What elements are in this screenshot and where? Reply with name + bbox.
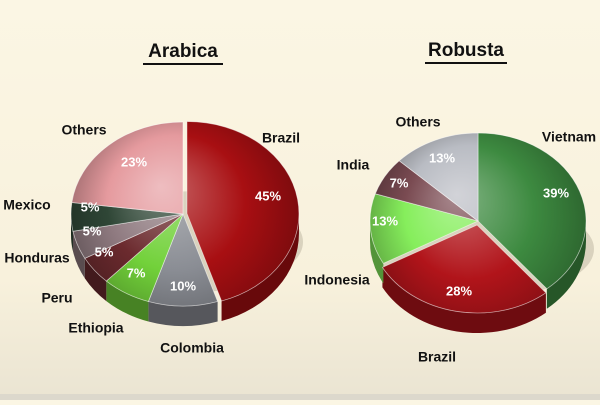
arabica-slice-side-honduras xyxy=(72,231,85,279)
arabica-slice-side-colombia xyxy=(148,301,218,326)
robusta-slice-brazil xyxy=(381,224,547,314)
robusta-category-label-others: Others xyxy=(395,114,440,130)
robusta-slice-others xyxy=(398,132,479,222)
robusta-pct-label-brazil: 28% xyxy=(446,283,472,298)
arabica-slice-brazil xyxy=(186,121,300,302)
arabica-slice-others xyxy=(71,121,184,215)
robusta-pct-label-vietnam: 39% xyxy=(543,185,569,200)
arabica-category-label-colombia: Colombia xyxy=(160,340,224,356)
arabica-category-label-others: Others xyxy=(61,122,106,138)
arabica-pct-label-ethiopia: 7% xyxy=(127,265,146,280)
robusta-pct-label-others: 13% xyxy=(429,150,455,165)
arabica-pct-label-others: 23% xyxy=(121,154,147,169)
arabica-category-label-honduras: Honduras xyxy=(4,250,70,266)
arabica-pct-label-honduras: 5% xyxy=(83,223,102,238)
bottom-divider xyxy=(0,394,600,400)
arabica-pct-label-peru: 5% xyxy=(95,244,114,259)
arabica-pie: 45% 10% 7% 5% 5% 5% 23% Brazil Colombia Ethiopia P… xyxy=(3,121,303,356)
robusta-slice-side-brazil xyxy=(382,267,546,334)
arabica-pct-label-mexico: 5% xyxy=(81,199,100,214)
arabica-category-label-brazil: Brazil xyxy=(262,130,300,146)
robusta-category-label-vietnam: Vietnam xyxy=(542,129,596,145)
arabica-category-label-peru: Peru xyxy=(41,290,72,306)
arabica-category-label-mexico: Mexico xyxy=(3,197,50,213)
robusta-category-label-india: India xyxy=(337,157,370,173)
arabica-pct-label-colombia: 10% xyxy=(170,278,196,293)
arabica-slice-side-ethiopia xyxy=(106,281,149,322)
robusta-category-label-indonesia: Indonesia xyxy=(304,272,370,288)
robusta-pct-label-indonesia: 13% xyxy=(372,213,398,228)
robusta-chart-title: Robusta xyxy=(428,40,504,61)
arabica-slice-side-peru xyxy=(84,258,107,302)
arabica-pct-label-brazil: 45% xyxy=(255,188,281,203)
arabica-chart-title: Arabica xyxy=(148,41,218,62)
robusta-slice-indonesia xyxy=(369,193,480,264)
robusta-category-label-brazil: Brazil xyxy=(418,349,456,365)
robusta-slice-vietnam xyxy=(477,132,587,290)
robusta-pie: 39% 28% 13% 7% 13% Vietnam Brazil Indonesia Indi… xyxy=(304,114,596,365)
arabica-category-label-ethiopia: Ethiopia xyxy=(68,320,123,336)
robusta-slice-side-vietnam xyxy=(546,221,586,309)
robusta-pct-label-india: 7% xyxy=(390,175,409,190)
